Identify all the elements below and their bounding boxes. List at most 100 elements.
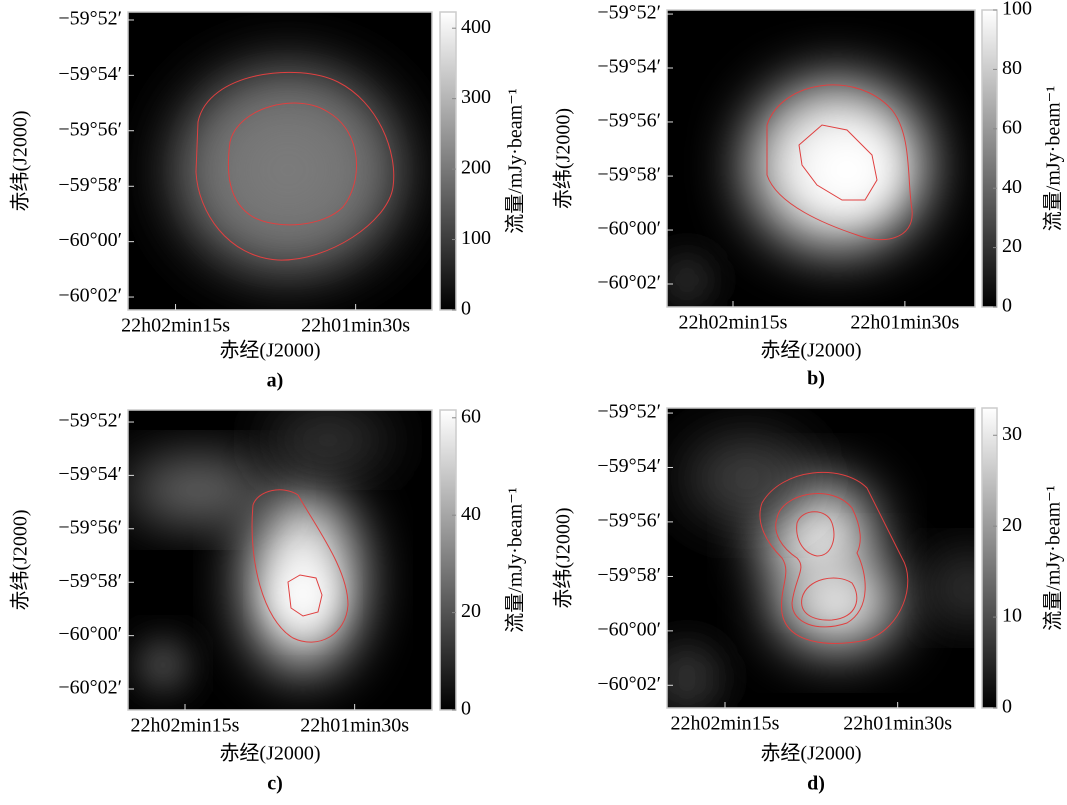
y-tick-label: −59°54′ [58,463,122,485]
contour [801,577,858,621]
colorbar-label: 流量/mJy·beam⁻¹ [1042,86,1065,231]
emission [138,640,188,690]
colorbar-label: 流量/mJy·beam⁻¹ [1042,485,1065,630]
frame [127,11,433,311]
contour [759,471,909,644]
contour [796,511,835,557]
colorbar-tick-label: 10 [1002,605,1022,627]
y-axis-label: 赤纬(J2000) [552,108,575,209]
x-axis-label: 赤经(J2000) [219,339,320,362]
y-axis-label: 赤纬(J2000) [552,507,575,608]
colorbar-tick-label: 0 [461,698,471,720]
colorbar-tick-label: 60 [461,405,481,427]
panel-label: c) [267,773,283,795]
frame [127,409,433,711]
emission [667,255,712,305]
colorbar-tick-label: 80 [1002,57,1022,79]
x-tick-label: 22h02min15s [121,315,230,337]
x-tick-label: 22h02min15s [671,713,780,735]
y-tick-label: −59°56′ [58,118,122,140]
colorbar-tick-label: 0 [1002,295,1012,317]
x-axis-label: 赤经(J2000) [760,339,861,362]
y-tick-label: −60°00′ [58,623,122,645]
x-tick-label: 22h01min30s [843,713,952,735]
emission [268,415,388,465]
y-tick-label: −60°02′ [58,677,122,699]
contour [251,489,349,643]
emission [128,460,268,520]
colorbar-tick-label: 0 [1002,696,1012,718]
emission [667,643,722,708]
colorbar-tick-label: 400 [461,16,491,38]
x-tick-label: 22h02min15s [131,715,240,737]
y-tick-label: −59°54′ [58,63,122,85]
y-tick-label: −59°58′ [597,164,661,186]
colorbar [439,409,457,711]
panel-label: b) [807,368,825,390]
x-tick-label: 22h01min30s [850,312,959,334]
colorbar-tick-label: 100 [461,227,491,249]
y-tick-label: −60°02′ [58,285,122,307]
y-tick-label: −59°56′ [597,110,661,132]
colorbar-tick-label: 100 [1002,0,1032,20]
y-tick-label: −59°52′ [597,2,661,24]
y-tick-label: −60°00′ [597,218,661,240]
y-tick-label: −60°00′ [58,229,122,251]
y-tick-label: −59°52′ [597,401,661,423]
y-axis-label: 赤纬(J2000) [9,509,32,610]
colorbar-tick-label: 0 [461,298,471,320]
emission [762,483,872,583]
x-axis-label: 赤经(J2000) [219,742,320,765]
colorbar-tick-label: 60 [1002,116,1022,138]
colorbar-tick-label: 40 [1002,176,1022,198]
y-tick-label: −60°02′ [597,673,661,695]
contour [195,71,395,261]
emission [777,558,897,648]
emission [802,130,892,210]
emission [218,105,358,235]
colorbar-label: 流量/mJy·beam⁻¹ [504,487,527,632]
frame [666,407,976,709]
colorbar [439,11,457,311]
colorbar-tick-label: 20 [461,600,481,622]
panel-label: d) [807,773,825,795]
image [128,12,432,310]
y-tick-label: −59°58′ [597,564,661,586]
y-axis-label: 赤纬(J2000) [9,110,32,211]
y-tick-label: −59°56′ [58,516,122,538]
y-tick-label: −59°56′ [597,509,661,531]
y-tick-label: −59°58′ [58,570,122,592]
colorbar-tick-label: 40 [461,503,481,525]
y-tick-label: −59°54′ [597,56,661,78]
frame [666,9,976,308]
x-axis-label: 赤经(J2000) [760,742,861,765]
emission [687,438,807,518]
panel-label: a) [267,370,284,392]
y-tick-label: −59°58′ [58,174,122,196]
x-tick-label: 22h02min15s [679,312,788,334]
image [128,410,432,710]
colorbar-tick-label: 20 [1002,514,1022,536]
colorbar [981,407,998,709]
colorbar-tick-label: 300 [461,86,491,108]
contour [775,493,866,628]
contour [287,574,323,617]
y-tick-label: −59°52′ [58,410,122,432]
colorbar-tick-label: 200 [461,157,491,179]
y-tick-label: −60°00′ [597,618,661,640]
y-tick-label: −60°02′ [597,272,661,294]
colorbar-tick-label: 20 [1002,235,1022,257]
contour [798,124,878,201]
emission [937,558,975,618]
y-tick-label: −59°54′ [597,455,661,477]
image [667,408,975,708]
x-tick-label: 22h01min30s [300,715,409,737]
contour [227,102,357,226]
x-tick-label: 22h01min30s [301,315,410,337]
colorbar-label: 流量/mJy·beam⁻¹ [504,88,527,233]
image [667,10,975,307]
y-tick-label: −59°52′ [58,8,122,30]
contour [766,84,913,241]
colorbar [981,9,998,308]
